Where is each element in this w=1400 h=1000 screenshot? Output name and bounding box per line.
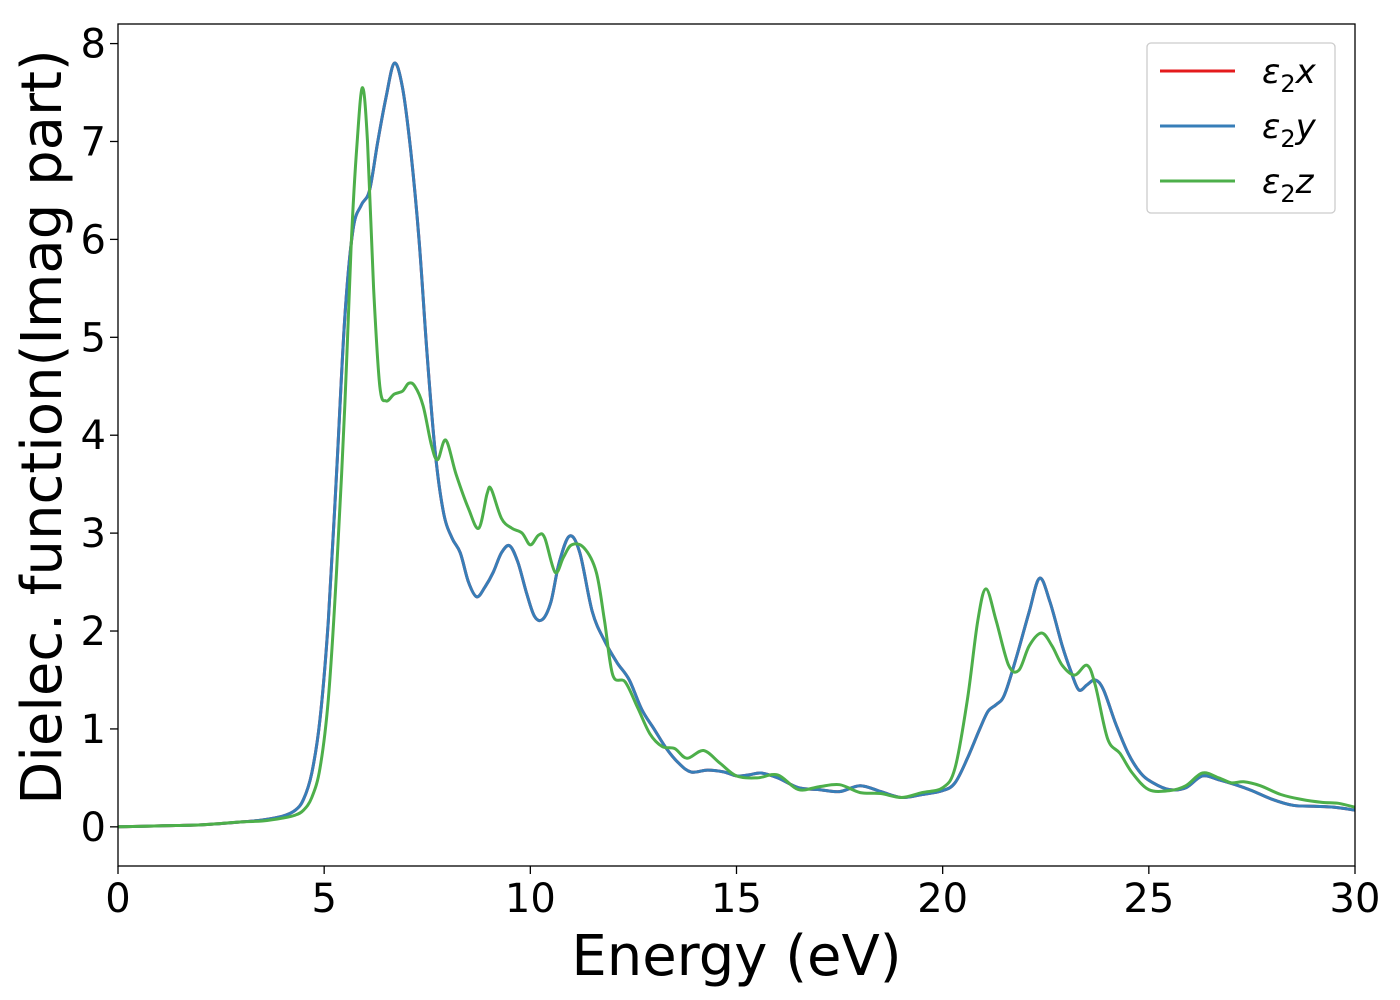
y-tick-label: 2	[81, 609, 106, 655]
x-tick-label: 0	[105, 876, 130, 922]
legend-subscript: 2	[1280, 125, 1295, 153]
plot-area	[118, 61, 1355, 829]
legend-suffix: x	[1295, 52, 1317, 92]
legend-symbol: ε	[1262, 107, 1280, 147]
y-tick-label: 1	[81, 707, 106, 753]
y-tick-label: 7	[81, 119, 106, 165]
legend-subscript: 2	[1280, 180, 1295, 208]
legend-label-z: ε2z	[1262, 162, 1315, 208]
legend-label-x: ε2x	[1262, 52, 1317, 98]
legend-label-y: ε2y	[1262, 107, 1317, 153]
series-lines	[118, 61, 1355, 829]
legend-suffix: z	[1295, 162, 1315, 202]
y-tick-label: 5	[81, 315, 106, 361]
y-axis-label: Dielec. function(Imag part)	[10, 49, 75, 805]
x-tick-label: 30	[1330, 876, 1381, 922]
legend-box	[1146, 42, 1336, 214]
x-tick-label: 25	[1123, 876, 1174, 922]
legend-symbol: ε	[1262, 162, 1280, 202]
y-tick-label: 0	[81, 805, 106, 851]
legend-subscript: 2	[1280, 70, 1295, 98]
legend-symbol: ε	[1262, 52, 1280, 92]
y-tick-label: 3	[81, 511, 106, 557]
x-tick-label: 15	[711, 876, 762, 922]
y-tick-label: 8	[81, 22, 106, 68]
series-line-z	[118, 86, 1355, 829]
legend-suffix: y	[1295, 107, 1317, 147]
y-tick-label: 4	[81, 413, 106, 459]
axes: 0 5 10 15 20 25 30 0 1 2 3 4 5 6 7 8 Energy (eV) Dielec. …	[10, 22, 1380, 989]
x-tick-label: 10	[505, 876, 556, 922]
x-axis-label: Energy (eV)	[571, 924, 901, 989]
y-tick-label: 6	[81, 217, 106, 263]
x-tick-label: 5	[311, 876, 336, 922]
x-tick-label: 20	[917, 876, 968, 922]
